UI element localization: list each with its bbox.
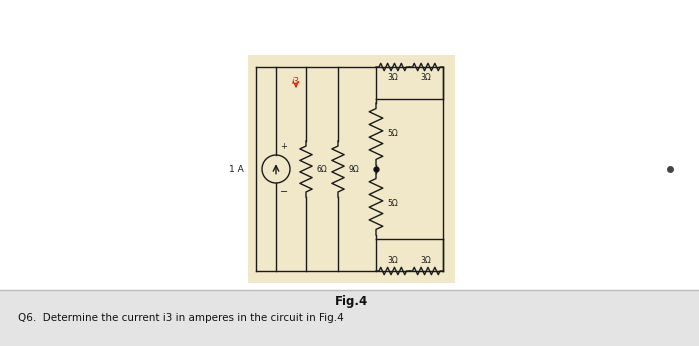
Bar xyxy=(248,55,455,283)
Text: 3Ω: 3Ω xyxy=(387,73,398,82)
Text: 5Ω: 5Ω xyxy=(388,200,398,209)
Text: 3Ω: 3Ω xyxy=(421,256,431,265)
Text: 5Ω: 5Ω xyxy=(388,129,398,138)
Text: 6Ω: 6Ω xyxy=(317,164,327,173)
Text: 9Ω: 9Ω xyxy=(349,164,359,173)
Bar xyxy=(0,290,699,346)
Text: i3: i3 xyxy=(292,77,300,86)
Text: −: − xyxy=(280,187,288,197)
Text: 1 A: 1 A xyxy=(229,164,244,173)
Text: +: + xyxy=(280,142,287,151)
Text: 3Ω: 3Ω xyxy=(421,73,431,82)
Text: 3Ω: 3Ω xyxy=(387,256,398,265)
Text: Fig.4: Fig.4 xyxy=(335,294,368,308)
Text: Q6.  Determine the current i3 in amperes in the circuit in Fig.4: Q6. Determine the current i3 in amperes … xyxy=(18,313,344,323)
